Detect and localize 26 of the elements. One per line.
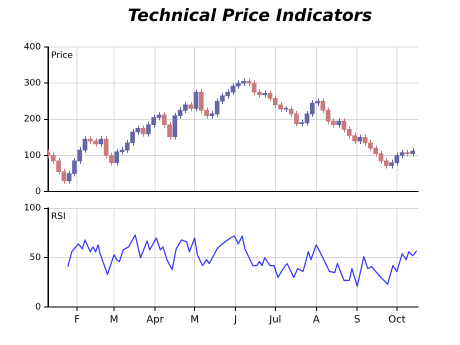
x-tick-label: Oct (388, 314, 406, 326)
candlestick (336, 118, 342, 128)
x-tick-label: S (354, 314, 360, 326)
x-tick-label: F (74, 314, 80, 326)
candlestick (188, 101, 194, 112)
x-tick-label: J (233, 314, 238, 326)
annotation: RSI (51, 212, 66, 222)
chart-title: Technical Price Indicators (126, 5, 374, 28)
x-tick-label: M (190, 314, 199, 326)
y-tick-label: 300 (24, 78, 42, 88)
candlestick (358, 134, 362, 144)
y-tick-label: 0 (35, 186, 42, 197)
candlestick (98, 136, 104, 148)
annotation: Price (51, 50, 74, 61)
x-tick-label: M (110, 314, 118, 326)
y-tick-label: 50 (30, 253, 42, 264)
candlestick (140, 124, 146, 138)
y-tick-label: 100 (24, 150, 42, 161)
y-tick-label: 200 (24, 114, 42, 125)
x-tick-label: Apr (146, 314, 165, 326)
y-tick-label: 400 (24, 42, 42, 52)
y-tick-label: 0 (35, 302, 42, 312)
candlestick (194, 88, 198, 112)
y-tick-label: 100 (24, 204, 42, 214)
x-tick-label: Jul (268, 314, 282, 326)
x-tick-label: A (312, 314, 320, 326)
